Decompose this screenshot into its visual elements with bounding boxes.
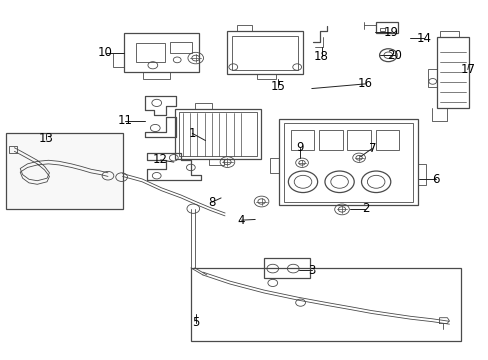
Bar xyxy=(209,159,224,165)
Text: 19: 19 xyxy=(383,26,397,39)
Bar xyxy=(375,130,398,149)
Bar xyxy=(417,164,426,185)
Bar xyxy=(346,130,370,149)
Bar xyxy=(439,31,458,37)
Text: 10: 10 xyxy=(98,46,113,59)
Bar xyxy=(123,33,199,72)
Text: 9: 9 xyxy=(296,141,303,154)
Bar xyxy=(379,28,384,31)
Text: 4: 4 xyxy=(237,214,245,227)
Bar xyxy=(113,53,123,67)
Text: 20: 20 xyxy=(386,49,401,62)
Bar xyxy=(194,103,211,109)
Text: 2: 2 xyxy=(361,202,368,215)
Text: 15: 15 xyxy=(270,80,285,93)
Bar xyxy=(427,69,436,87)
Bar xyxy=(5,134,122,209)
Bar xyxy=(179,112,256,156)
Bar xyxy=(175,109,260,159)
Bar xyxy=(227,31,303,74)
Text: 8: 8 xyxy=(208,196,215,209)
Bar xyxy=(436,37,468,108)
Text: 3: 3 xyxy=(307,264,315,277)
Bar xyxy=(190,268,461,341)
Bar xyxy=(232,36,298,70)
Text: 17: 17 xyxy=(459,63,474,76)
Text: 7: 7 xyxy=(368,142,375,155)
Text: 13: 13 xyxy=(39,132,53,145)
Bar xyxy=(264,258,310,278)
Bar xyxy=(375,22,397,33)
Text: 11: 11 xyxy=(117,114,132,127)
Bar xyxy=(319,130,342,149)
Text: 12: 12 xyxy=(153,153,168,166)
Text: 16: 16 xyxy=(357,77,372,90)
Text: 6: 6 xyxy=(431,173,439,186)
Bar xyxy=(143,72,169,79)
Bar xyxy=(278,119,417,205)
Bar xyxy=(169,42,191,53)
Bar xyxy=(136,42,164,62)
Text: 18: 18 xyxy=(313,50,328,63)
Text: 1: 1 xyxy=(188,127,196,140)
Bar xyxy=(9,146,17,153)
Bar xyxy=(256,74,276,78)
Bar xyxy=(237,25,251,31)
Text: 5: 5 xyxy=(192,316,199,329)
Text: 14: 14 xyxy=(416,32,430,45)
Bar xyxy=(290,130,314,149)
Bar xyxy=(283,123,412,202)
Bar xyxy=(269,158,278,173)
